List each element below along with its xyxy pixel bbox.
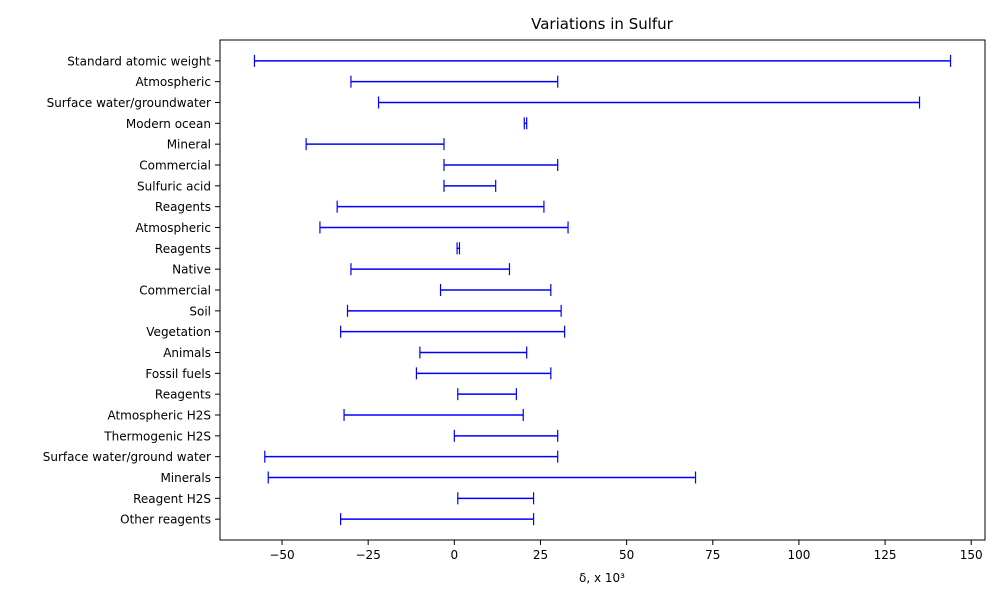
y-tick-label: Commercial [139,159,211,173]
range-bar [419,346,528,359]
range-bar [457,388,517,401]
x-axis-label: δ, x 10³ [579,571,625,585]
y-tick-label: Reagents [155,388,211,402]
x-tick-label: 25 [533,548,548,562]
range-bar [336,200,545,213]
y-tick-label: Vegetation [146,325,211,339]
y-tick-label: Atmospheric [136,75,211,89]
x-tick-label: 100 [787,548,810,562]
range-bar [415,367,552,380]
y-tick-label: Reagents [155,242,211,256]
x-axis: −50 −25 0 25 50 75 100 125 150 [269,540,983,562]
y-tick-label: Thermogenic H2S [103,429,211,443]
range-bar [457,492,535,505]
range-bar [453,429,559,442]
x-tick-label: 0 [451,548,459,562]
range-bar [443,179,497,192]
range-bar [523,117,528,130]
y-tick-label: Commercial [139,284,211,298]
range-bar [343,409,524,421]
y-tick-label: Fossil fuels [145,367,211,381]
x-tick-label: −50 [269,548,294,562]
x-tick-label: 50 [619,548,634,562]
x-tick-label: 75 [705,548,720,562]
range-bar [253,54,952,67]
y-tick-label: Standard atomic weight [67,54,211,68]
y-tick-label: Modern ocean [126,117,211,131]
range-bar [443,159,559,171]
range-bar [264,450,559,463]
y-tick-label: Atmospheric H2S [107,409,211,423]
range-bar [346,304,562,317]
y-tick-label: Animals [163,346,211,360]
y-tick-label: Surface water/ground water [43,450,211,464]
y-tick-label: Mineral [167,138,211,152]
y-tick-label: Native [172,263,211,277]
y-tick-label: Atmospheric [136,221,211,235]
y-tick-label: Minerals [160,471,211,485]
x-tick-label: 125 [874,548,897,562]
range-bar [377,96,921,109]
y-tick-label: Sulfuric acid [137,179,211,193]
plot-frame [219,39,986,541]
x-tick-label: 150 [960,548,983,562]
range-bar [340,325,566,338]
y-tick-label: Soil [189,304,211,318]
range-bar [439,284,552,296]
range-bar [350,263,511,276]
range-bar [456,242,461,255]
x-tick-label: −25 [356,548,381,562]
chart-title: Variations in Sulfur [531,15,674,33]
y-tick-label: Reagent H2S [133,492,211,506]
y-tick-label: Reagents [155,200,211,214]
range-bar [305,138,445,151]
y-tick-label: Other reagents [120,513,211,527]
y-axis: Standard atomic weight Atmospheric Surface… [43,54,220,527]
range-bar [350,75,559,88]
range-bar [319,221,569,234]
range-bar [340,513,535,526]
range-bar [267,471,697,484]
range-series [253,54,952,526]
y-tick-label: Surface water/groundwater [47,96,211,110]
